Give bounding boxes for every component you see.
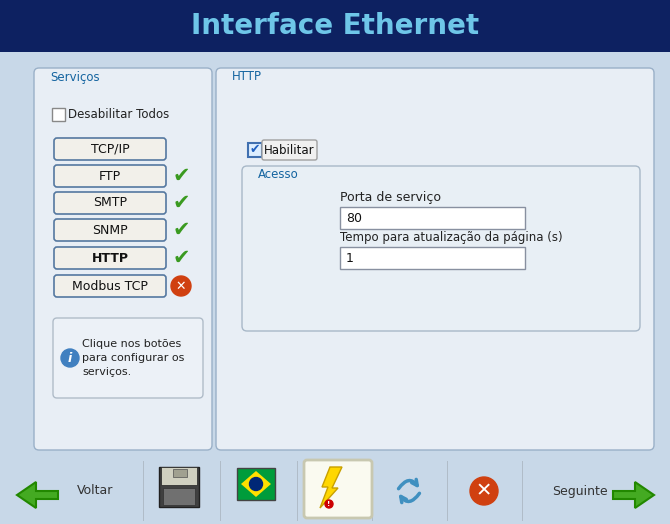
Text: Modbus TCP: Modbus TCP	[72, 279, 148, 292]
Text: ✔: ✔	[250, 144, 260, 157]
Circle shape	[171, 276, 191, 296]
FancyBboxPatch shape	[34, 68, 212, 450]
Text: HTTP: HTTP	[92, 252, 129, 265]
FancyBboxPatch shape	[53, 318, 203, 398]
Bar	[297, 461, 298, 521]
FancyBboxPatch shape	[54, 138, 166, 160]
Text: !: !	[328, 501, 330, 507]
Text: 80: 80	[346, 212, 362, 224]
Text: SMTP: SMTP	[93, 196, 127, 210]
Text: Serviços: Serviços	[50, 71, 100, 83]
Text: Interface Ethernet: Interface Ethernet	[191, 12, 479, 40]
FancyBboxPatch shape	[54, 275, 166, 297]
Bar	[340, 247, 525, 269]
Bar	[248, 143, 262, 157]
Text: i: i	[68, 352, 72, 365]
Polygon shape	[241, 471, 271, 497]
Text: SNMP: SNMP	[92, 224, 128, 236]
Bar	[0, 458, 670, 524]
Text: ✕: ✕	[176, 279, 186, 292]
Bar	[220, 461, 221, 521]
FancyBboxPatch shape	[54, 165, 166, 187]
Circle shape	[61, 349, 79, 367]
Bar	[0, 52, 670, 460]
Text: HTTP: HTTP	[232, 71, 262, 83]
Text: TCP/IP: TCP/IP	[90, 143, 129, 156]
Circle shape	[470, 477, 498, 505]
Text: 1: 1	[346, 252, 354, 265]
Polygon shape	[613, 482, 654, 508]
Circle shape	[325, 500, 333, 508]
Text: ✔: ✔	[172, 166, 190, 186]
Bar	[173, 469, 187, 477]
Text: ✔: ✔	[172, 248, 190, 268]
Text: Habilitar: Habilitar	[264, 144, 314, 157]
Polygon shape	[320, 467, 342, 508]
FancyBboxPatch shape	[262, 140, 317, 160]
Text: Seguinte: Seguinte	[552, 485, 608, 497]
Bar	[372, 461, 373, 521]
Bar	[52, 108, 65, 121]
Text: Desabilitar Todos: Desabilitar Todos	[68, 108, 170, 122]
FancyBboxPatch shape	[54, 247, 166, 269]
Text: Voltar: Voltar	[77, 485, 113, 497]
Bar	[447, 461, 448, 521]
Text: Clique nos botões
para configurar os
serviços.: Clique nos botões para configurar os ser…	[82, 339, 184, 377]
FancyBboxPatch shape	[216, 68, 654, 450]
Bar	[237, 468, 275, 500]
Text: Acesso: Acesso	[258, 169, 299, 181]
Text: FTP: FTP	[99, 169, 121, 182]
FancyBboxPatch shape	[54, 192, 166, 214]
Bar	[0, 0, 670, 52]
Text: Tempo para atualização da página (s): Tempo para atualização da página (s)	[340, 232, 563, 245]
Text: ✕: ✕	[476, 482, 492, 500]
Bar	[143, 461, 144, 521]
Circle shape	[249, 477, 263, 490]
FancyBboxPatch shape	[242, 166, 640, 331]
Bar	[159, 467, 199, 507]
Bar	[340, 207, 525, 229]
Text: ✔: ✔	[172, 220, 190, 240]
FancyBboxPatch shape	[304, 460, 372, 518]
FancyBboxPatch shape	[54, 219, 166, 241]
Text: Porta de serviço: Porta de serviço	[340, 191, 441, 204]
Bar	[161, 467, 197, 485]
Bar	[163, 488, 195, 505]
Polygon shape	[17, 482, 58, 508]
Text: ✔: ✔	[172, 193, 190, 213]
Bar	[522, 461, 523, 521]
